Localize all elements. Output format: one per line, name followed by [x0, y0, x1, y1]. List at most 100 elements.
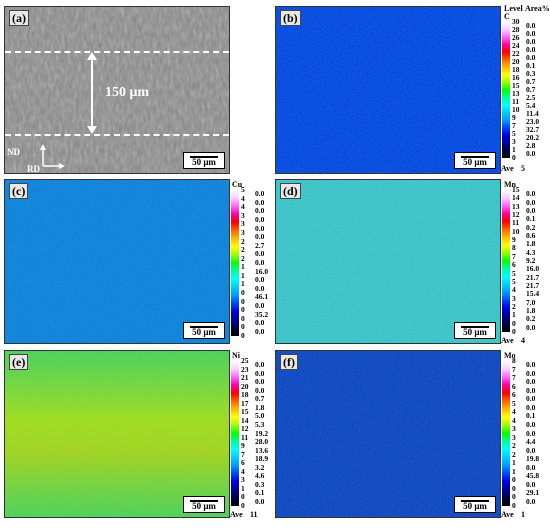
- area-percent-value: 16.0: [255, 266, 269, 276]
- colorbar-b: [502, 22, 510, 158]
- ave-value-d: 4: [521, 336, 525, 345]
- level-tick-label: 2: [512, 449, 516, 459]
- level-tick-label: 24: [512, 41, 520, 50]
- panel-label: (a): [9, 10, 29, 26]
- level-tick-label: 11: [241, 432, 249, 442]
- area-percent-value: 0.0: [255, 189, 265, 199]
- colorbar-c: [231, 190, 239, 336]
- level-tick-label: 5: [512, 129, 516, 138]
- level-tick-label: 22: [512, 49, 520, 58]
- level-tick-label: 2: [241, 253, 245, 263]
- area-percent-value: 0.0: [526, 462, 536, 472]
- rd-label: RD: [27, 164, 40, 174]
- level-tick-label: 0: [241, 501, 245, 510]
- level-tick-label: 6: [512, 260, 516, 270]
- level-tick-label: 3: [241, 475, 245, 485]
- axes-icon: [40, 144, 65, 169]
- level-tick-label: 0: [512, 492, 516, 502]
- element-label-mn: Mn: [504, 180, 516, 189]
- scale-bar: 50 μm: [183, 322, 225, 339]
- area-percent-value: 16.0: [526, 264, 540, 274]
- level-tick-label: 3: [512, 293, 516, 303]
- element-map-texture: [5, 180, 229, 343]
- area-percent-value: 0.0: [526, 29, 536, 38]
- area-percent-value: 0.3: [526, 69, 536, 78]
- level-tick-label: 15: [512, 185, 520, 194]
- area-percent-value: 0.0: [255, 258, 265, 267]
- area-percent-value: 9.2: [526, 256, 536, 265]
- scale-bar: 50 μm: [454, 152, 496, 169]
- area-percent-value: 5.0: [255, 411, 265, 421]
- element-map-texture: [276, 7, 500, 173]
- level-tick-label: 18: [512, 65, 520, 74]
- area-percent-value: 13.6: [255, 445, 269, 455]
- level-tick-label: 1: [241, 483, 245, 493]
- ave-label-f: Ave: [501, 510, 514, 519]
- panel-f-molybdenum-map: (f) 50 μm: [275, 350, 501, 518]
- element-map-texture: [276, 351, 500, 517]
- level-tick-label: 1: [512, 458, 516, 468]
- level-tick-label: 12: [512, 210, 520, 220]
- level-tick-label: 3: [241, 219, 245, 229]
- area-percent-value: 0.0: [255, 275, 265, 285]
- area-percent-value: 5.3: [255, 419, 265, 429]
- level-tick-label: 7: [512, 121, 516, 130]
- level-tick-label: 3: [512, 424, 516, 434]
- level-tick-label: 5: [512, 398, 516, 408]
- level-tick-label: 1: [512, 310, 516, 320]
- level-tick-label: 4: [512, 407, 516, 417]
- area-percent-value: 1.8: [526, 239, 536, 249]
- nd-label: ND: [7, 147, 20, 157]
- level-tick-label: 26: [512, 33, 520, 42]
- area-percent-value: 0.0: [526, 496, 536, 506]
- level-tick-label: 23: [241, 364, 249, 374]
- panel-a-sem-micrograph: 150 μm ND RD (a) 50 μm: [4, 6, 230, 174]
- level-tick-label: 6: [241, 458, 245, 468]
- level-tick-label: 7: [512, 373, 516, 383]
- level-tick-label: 9: [241, 441, 245, 451]
- area-percent-value: 2.5: [526, 93, 536, 102]
- area-percent-value: 18.9: [255, 454, 269, 464]
- level-tick-label: 0: [512, 318, 516, 328]
- level-tick-label: 7: [512, 364, 516, 374]
- level-tick-label: 3: [241, 227, 245, 237]
- element-label-cu: Cu: [232, 180, 243, 189]
- area-percent-value: 21.7: [526, 272, 540, 282]
- area-percent-value: 0.0: [255, 206, 265, 216]
- level-tick-label: 0: [512, 475, 516, 485]
- colorbar-d: [502, 190, 510, 332]
- area-percent-value: 4.6: [255, 471, 265, 481]
- level-tick-label: 28: [512, 25, 520, 34]
- area-percent-value: 0.0: [526, 360, 536, 370]
- element-label-mo: Mo: [504, 351, 516, 360]
- level-tick-label: 0: [241, 305, 245, 315]
- lower-boundary-line: [5, 134, 229, 136]
- area-percent-value: 29.1: [526, 488, 540, 498]
- level-tick-label: 9: [512, 113, 516, 122]
- area-percent-value: 0.0: [255, 385, 265, 395]
- level-tick-label: 8: [512, 243, 516, 253]
- level-tick-label: 4: [241, 193, 245, 203]
- level-tick-label: 12: [241, 424, 249, 434]
- panel-b-carbon-map: (b) 50 μm: [275, 6, 501, 174]
- level-tick-label: 2: [512, 441, 516, 451]
- level-tick-label: 14: [512, 193, 520, 203]
- area-percent-value: 0.2: [526, 222, 536, 232]
- area-percent-value: 0.0: [526, 53, 536, 62]
- area-percent-value: 28.0: [255, 437, 269, 447]
- level-tick-label: 4: [512, 285, 516, 295]
- level-tick-label: 11: [512, 97, 520, 106]
- area-percent-value: 0.0: [526, 385, 536, 395]
- area-percent-value: 0.0: [255, 496, 265, 506]
- thickness-label: 150 μm: [105, 85, 150, 100]
- level-tick-label: 1: [241, 279, 245, 289]
- level-tick-label: 0: [512, 501, 516, 510]
- area-header: Area%: [525, 4, 550, 13]
- level-tick-label: 13: [512, 201, 520, 211]
- area-percent-value: 0.3: [255, 479, 265, 489]
- level-tick-label: 7: [241, 449, 245, 459]
- level-tick-label: 25: [241, 356, 249, 365]
- level-tick-label: 7: [512, 251, 516, 261]
- area-percent-value: 0.0: [526, 205, 536, 215]
- area-percent-value: 0.1: [526, 61, 536, 70]
